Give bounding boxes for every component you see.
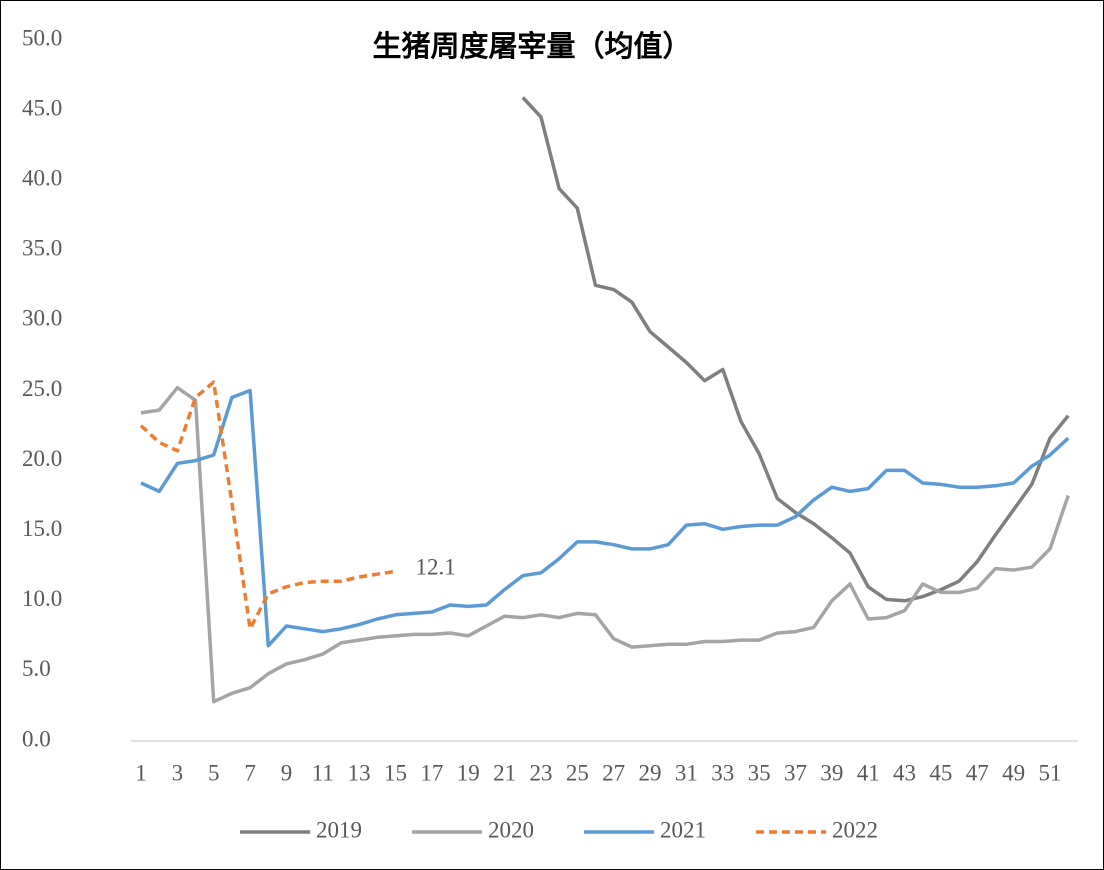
y-tick-label: 10.0 — [22, 586, 62, 611]
y-tick-label: 15.0 — [22, 516, 62, 541]
y-tick-label: 20.0 — [22, 446, 62, 471]
chart-title: 生猪周度屠宰量（均值） — [372, 29, 691, 63]
x-tick-label: 11 — [312, 760, 334, 785]
x-tick-label: 47 — [966, 760, 989, 785]
x-tick-label: 33 — [711, 760, 734, 785]
x-tick-label: 45 — [929, 760, 952, 785]
y-tick-label: 25.0 — [22, 376, 62, 401]
y-tick-label: 5.0 — [22, 656, 51, 681]
x-tick-label: 27 — [602, 760, 625, 785]
legend-label: 2021 — [660, 817, 706, 842]
series-line — [140, 385, 1070, 704]
x-tick-label: 17 — [420, 760, 443, 785]
y-tick-label: 30.0 — [22, 306, 62, 331]
x-tick-label: 25 — [566, 760, 589, 785]
x-tick-label: 41 — [857, 760, 880, 785]
x-tick-label: 7 — [244, 760, 256, 785]
x-tick-label: 43 — [893, 760, 916, 785]
x-tick-label: 21 — [493, 760, 516, 785]
y-tick-label: 40.0 — [22, 165, 62, 190]
x-tick-label: 15 — [384, 760, 407, 785]
legend-label: 2022 — [832, 817, 878, 842]
series-line — [139, 380, 396, 631]
x-tick-label: 37 — [784, 760, 807, 785]
x-tick-label: 13 — [348, 760, 371, 785]
x-tick-label: 49 — [1002, 760, 1025, 785]
x-tick-label: 39 — [820, 760, 843, 785]
x-tick-label: 5 — [208, 760, 220, 785]
x-tick-label: 3 — [172, 760, 184, 785]
y-tick-label: 45.0 — [22, 95, 62, 120]
x-tick-label: 1 — [135, 760, 147, 785]
y-tick-label: 0.0 — [22, 726, 51, 751]
y-tick-label: 50.0 — [22, 25, 62, 50]
series-line — [140, 388, 1070, 648]
x-tick-label: 29 — [639, 760, 662, 785]
x-tick-label: 51 — [1039, 760, 1062, 785]
x-tick-label: 9 — [281, 760, 293, 785]
y-tick-label: 35.0 — [22, 236, 62, 261]
series-line — [521, 96, 1070, 603]
x-tick-label: 31 — [675, 760, 698, 785]
x-tick-label: 35 — [748, 760, 771, 785]
x-tick-label: 23 — [529, 760, 552, 785]
legend-label: 2020 — [488, 817, 534, 842]
x-tick-label: 19 — [457, 760, 480, 785]
data-label: 12.1 — [416, 555, 456, 580]
legend-label: 2019 — [316, 817, 362, 842]
